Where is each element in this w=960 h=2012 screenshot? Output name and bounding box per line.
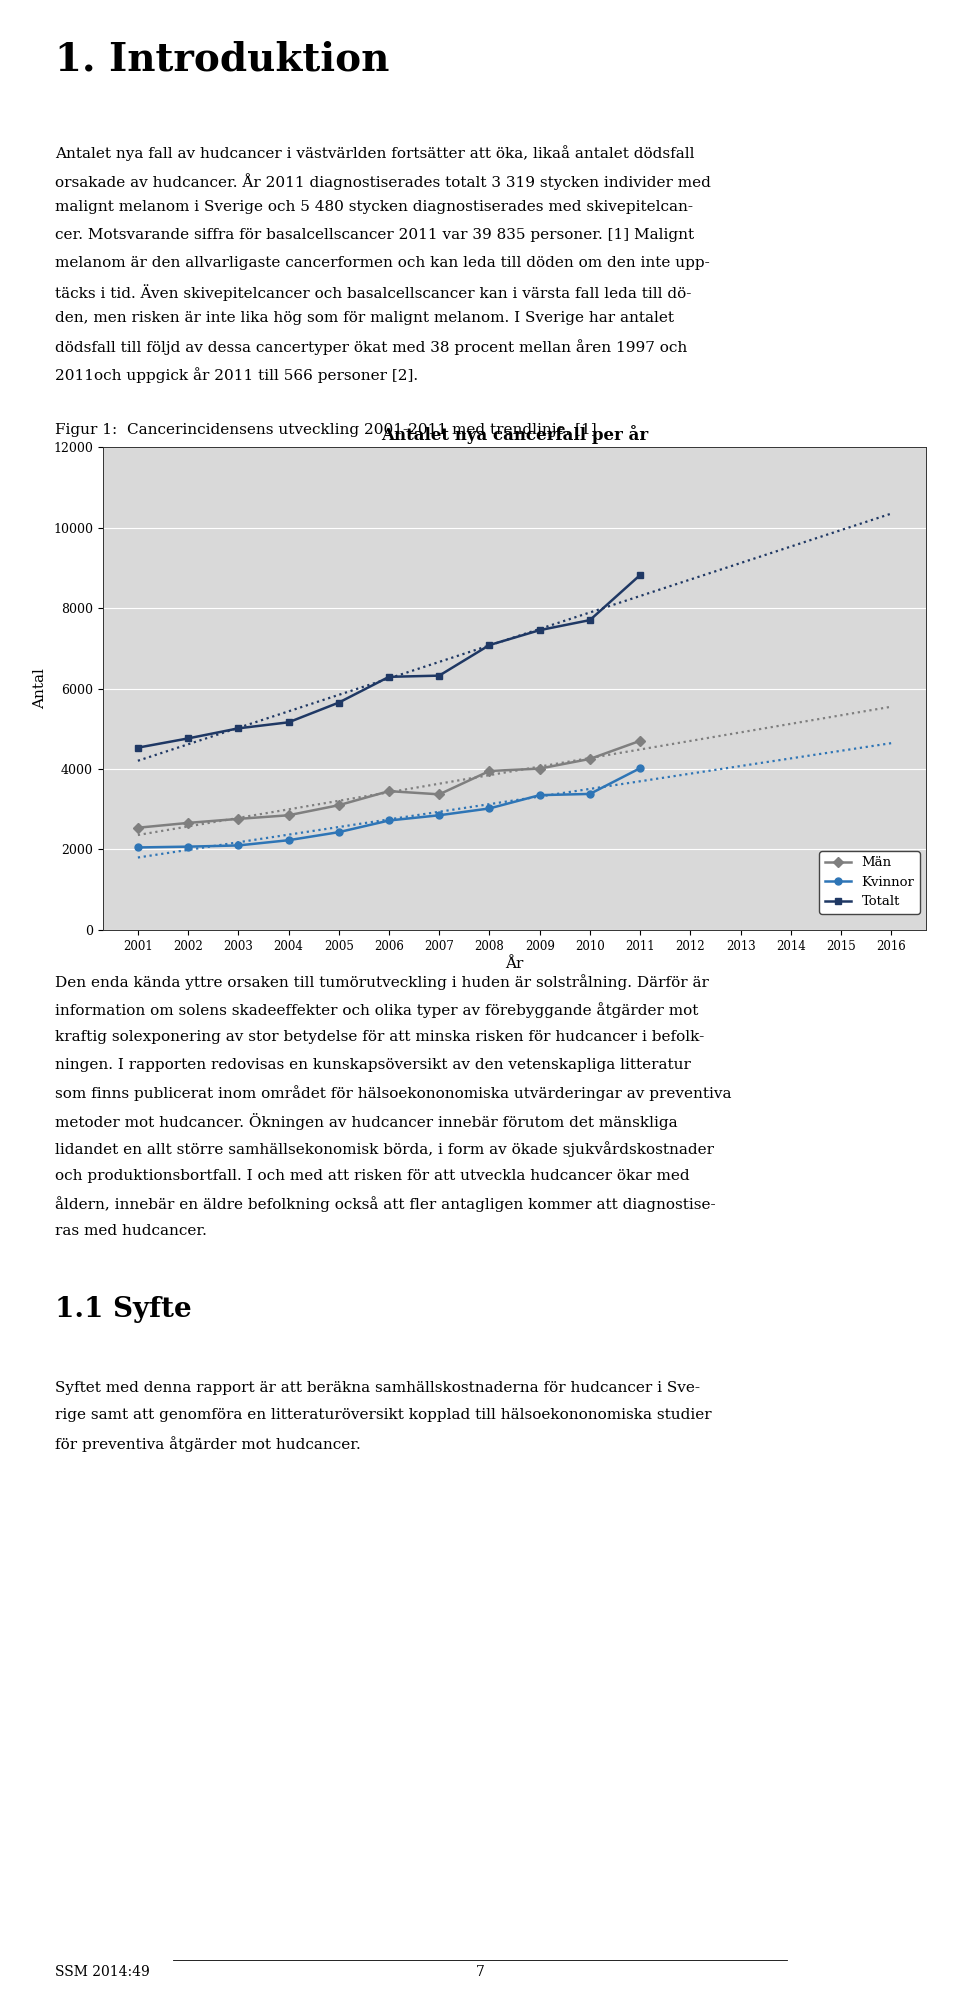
Y-axis label: Antal: Antal: [34, 668, 47, 708]
Text: Figur 1:  Cancerincidensens utveckling 2001-2011 med trendlinje. [1]: Figur 1: Cancerincidensens utveckling 20…: [55, 423, 596, 437]
Text: den, men risken är inte lika hög som för malignt melanom. I Sverige har antalet: den, men risken är inte lika hög som för…: [55, 312, 674, 326]
Text: 1.1 Syfte: 1.1 Syfte: [55, 1296, 191, 1324]
Kvinnor: [283, 829, 295, 853]
Totalt: [383, 664, 395, 688]
Kvinnor: [584, 783, 595, 807]
Text: Den enda kända yttre orsaken till tumörutveckling i huden är solstrålning. Därfö: Den enda kända yttre orsaken till tumöru…: [55, 974, 708, 990]
Män: [534, 757, 545, 781]
Män: [383, 779, 395, 803]
Text: åldern, innebär en äldre befolkning också att fler antagligen kommer att diagnos: åldern, innebär en äldre befolkning ocks…: [55, 1197, 715, 1211]
Män: [584, 746, 595, 771]
Text: lidandet en allt större samhällsekonomisk börda, i form av ökade sjukvårdskostna: lidandet en allt större samhällsekonomis…: [55, 1141, 713, 1157]
Text: 7: 7: [475, 1966, 485, 1978]
Kvinnor: [383, 809, 395, 833]
Kvinnor: [534, 783, 545, 807]
Kvinnor: [635, 757, 646, 781]
Text: orsakade av hudcancer. År 2011 diagnostiserades totalt 3 319 stycken individer m: orsakade av hudcancer. År 2011 diagnosti…: [55, 173, 710, 189]
Text: kraftig solexponering av stor betydelse för att minska risken för hudcancer i be: kraftig solexponering av stor betydelse …: [55, 1030, 704, 1044]
Kvinnor: [132, 835, 144, 859]
Text: som finns publicerat inom området för hälsoekononomiska utvärderingar av prevent: som finns publicerat inom området för hä…: [55, 1084, 732, 1101]
Totalt: [434, 664, 445, 688]
Kvinnor: [333, 821, 345, 845]
Totalt: [283, 710, 295, 734]
Line: Totalt: Totalt: [134, 571, 643, 750]
Män: [434, 783, 445, 807]
Män: [484, 759, 495, 783]
Text: ningen. I rapporten redovisas en kunskapsöversikt av den vetenskapliga litteratu: ningen. I rapporten redovisas en kunskap…: [55, 1058, 690, 1072]
Totalt: [333, 690, 345, 714]
Totalt: [534, 618, 545, 642]
Män: [182, 811, 194, 835]
Text: täcks i tid. Även skivepitelcancer och basalcellscancer kan i värsta fall leda t: täcks i tid. Även skivepitelcancer och b…: [55, 284, 691, 300]
X-axis label: År: År: [505, 958, 524, 972]
Totalt: [232, 716, 244, 740]
Text: malignt melanom i Sverige och 5 480 stycken diagnostiserades med skivepitelcan-: malignt melanom i Sverige och 5 480 styc…: [55, 201, 693, 215]
Legend: Män, Kvinnor, Totalt: Män, Kvinnor, Totalt: [820, 851, 920, 913]
Text: och produktionsbortfall. I och med att risken för att utveckla hudcancer ökar me: och produktionsbortfall. I och med att r…: [55, 1169, 689, 1183]
Text: metoder mot hudcancer. Ökningen av hudcancer innebär förutom det mänskliga: metoder mot hudcancer. Ökningen av hudca…: [55, 1113, 678, 1131]
Text: cer. Motsvarande siffra för basalcellscancer 2011 var 39 835 personer. [1] Malig: cer. Motsvarande siffra för basalcellsca…: [55, 227, 694, 241]
Text: SSM 2014:49: SSM 2014:49: [55, 1966, 150, 1978]
Text: ras med hudcancer.: ras med hudcancer.: [55, 1223, 206, 1237]
Text: för preventiva åtgärder mot hudcancer.: för preventiva åtgärder mot hudcancer.: [55, 1437, 360, 1453]
Totalt: [635, 563, 646, 588]
Män: [132, 815, 144, 839]
Text: melanom är den allvarligaste cancerformen och kan leda till döden om den inte up: melanom är den allvarligaste cancerforme…: [55, 256, 709, 270]
Kvinnor: [182, 835, 194, 859]
Text: dödsfall till följd av dessa cancertyper ökat med 38 procent mellan åren 1997 oc: dödsfall till följd av dessa cancertyper…: [55, 340, 687, 354]
Totalt: [584, 608, 595, 632]
Text: 1. Introduktion: 1. Introduktion: [55, 40, 389, 78]
Line: Män: Män: [134, 736, 643, 831]
Totalt: [182, 726, 194, 750]
Title: Antalet nya cancerfall per år: Antalet nya cancerfall per år: [381, 425, 648, 445]
Totalt: [132, 736, 144, 761]
Män: [333, 793, 345, 817]
Kvinnor: [232, 833, 244, 857]
Line: Kvinnor: Kvinnor: [134, 765, 643, 851]
Kvinnor: [434, 803, 445, 827]
Text: rige samt att genomföra en litteraturöversikt kopplad till hälsoekononomiska stu: rige samt att genomföra en litteraturöve…: [55, 1408, 711, 1422]
Text: information om solens skadeeffekter och olika typer av förebyggande åtgärder mot: information om solens skadeeffekter och …: [55, 1002, 698, 1018]
Män: [232, 807, 244, 831]
Text: 2011och uppgick år 2011 till 566 personer [2].: 2011och uppgick år 2011 till 566 persone…: [55, 366, 418, 382]
Text: Antalet nya fall av hudcancer i västvärlden fortsätter att öka, likaå antalet dö: Antalet nya fall av hudcancer i västvärl…: [55, 145, 694, 161]
Män: [283, 803, 295, 827]
Text: Syftet med denna rapport är att beräkna samhällskostnaderna för hudcancer i Sve-: Syftet med denna rapport är att beräkna …: [55, 1380, 700, 1394]
Totalt: [484, 634, 495, 658]
Män: [635, 728, 646, 752]
Kvinnor: [484, 797, 495, 821]
